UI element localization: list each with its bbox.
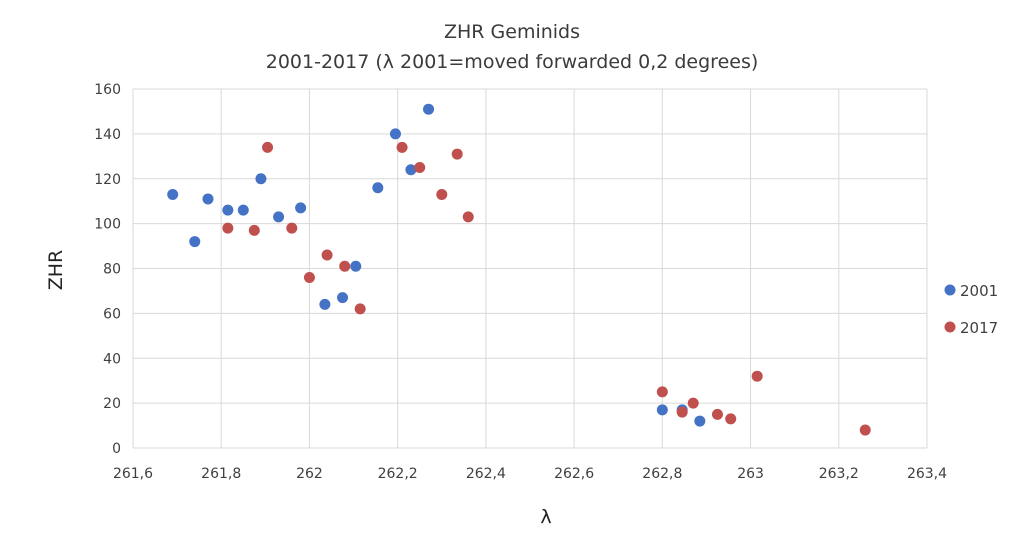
data-point-2001	[694, 415, 706, 427]
data-point-2017	[262, 141, 274, 153]
data-point-2001	[255, 173, 267, 185]
data-points	[167, 103, 871, 436]
data-point-2001	[202, 193, 214, 205]
x-tick-label: 262,4	[466, 466, 506, 482]
legend-marker-2001	[944, 284, 956, 296]
y-tick-label: 100	[94, 217, 121, 233]
data-point-2001	[295, 202, 307, 214]
x-tick-label: 262,2	[378, 466, 418, 482]
data-point-2017	[711, 408, 723, 420]
y-tick-label: 40	[103, 351, 121, 367]
data-point-2017	[725, 413, 737, 425]
data-point-2017	[859, 424, 871, 436]
data-point-2001	[389, 128, 401, 140]
legend: 2001 2017	[944, 282, 998, 337]
chart-title: ZHR Geminids	[444, 21, 580, 43]
chart-subtitle: 2001-2017 (λ 2001=moved forwarded 0,2 de…	[266, 51, 759, 73]
data-point-2017	[321, 249, 333, 261]
y-tick-label: 80	[103, 262, 121, 278]
data-point-2017	[248, 224, 260, 236]
data-point-2017	[462, 211, 474, 223]
data-point-2017	[436, 188, 448, 200]
data-point-2001	[189, 236, 201, 248]
y-tick-label: 0	[112, 441, 121, 457]
y-tick-label: 60	[103, 306, 121, 322]
data-point-2001	[237, 204, 249, 216]
data-point-2001	[337, 292, 349, 304]
x-tick-label: 262	[296, 466, 323, 482]
data-point-2017	[354, 303, 366, 315]
x-tick-label: 263,4	[907, 466, 947, 482]
legend-label-2017: 2017	[960, 319, 998, 337]
y-tick-label: 20	[103, 396, 121, 412]
data-point-2017	[414, 162, 426, 174]
data-point-2017	[286, 222, 298, 234]
x-tick-label: 262,6	[554, 466, 594, 482]
data-point-2001	[405, 164, 417, 176]
y-axis-title: ZHR	[45, 250, 67, 291]
data-point-2001	[222, 204, 234, 216]
x-tick-label: 263,2	[819, 466, 859, 482]
data-point-2017	[222, 222, 234, 234]
x-tick-label: 261,8	[201, 466, 241, 482]
data-point-2001	[350, 260, 362, 272]
data-point-2001	[273, 211, 285, 223]
data-point-2017	[676, 406, 688, 418]
data-point-2017	[687, 397, 699, 409]
data-point-2001	[319, 298, 331, 310]
legend-marker-2017	[944, 321, 956, 333]
x-tick-label: 261,6	[113, 466, 153, 482]
data-point-2001	[167, 188, 179, 200]
data-point-2001	[372, 182, 384, 194]
data-point-2017	[451, 148, 463, 160]
tick-labels: 0 20 40 60 80 100 120 140 160 261,6 261,8 262 262,2 2…	[94, 82, 947, 482]
y-tick-label: 120	[94, 172, 121, 188]
gridlines	[132, 88, 928, 449]
data-point-2017	[751, 370, 763, 382]
data-point-2001	[656, 404, 668, 416]
data-point-2001	[423, 103, 435, 115]
data-point-2017	[396, 141, 408, 153]
data-point-2017	[303, 271, 315, 283]
y-tick-label: 140	[94, 127, 121, 143]
data-point-2017	[339, 260, 351, 272]
legend-label-2001: 2001	[960, 282, 998, 300]
data-point-2017	[656, 386, 668, 398]
x-axis-title: λ	[540, 506, 551, 528]
y-tick-label: 160	[94, 82, 121, 98]
x-tick-label: 262,8	[642, 466, 682, 482]
x-tick-label: 263	[737, 466, 764, 482]
